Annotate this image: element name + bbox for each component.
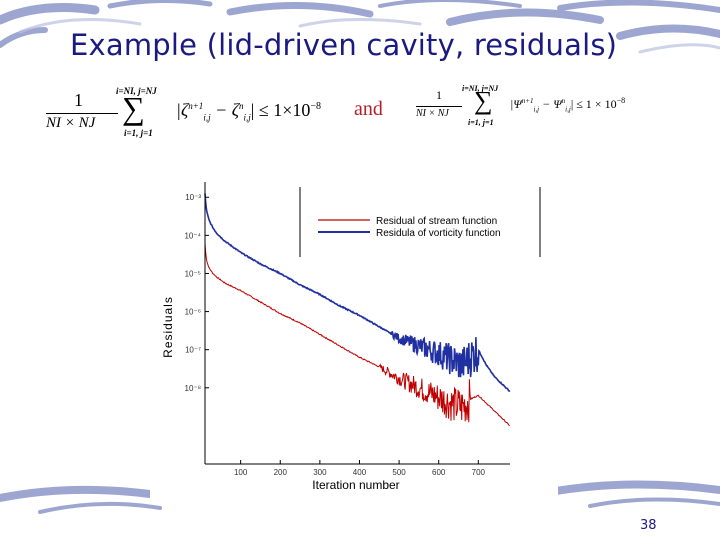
y-axis-label: Residuals bbox=[161, 296, 175, 358]
x-axis-label: Iteration number bbox=[312, 478, 399, 492]
exponent: −8 bbox=[310, 101, 322, 112]
x-tick-label: 400 bbox=[353, 468, 367, 477]
x-tick-label: 200 bbox=[274, 468, 288, 477]
prefactor-numerator: 1 bbox=[74, 90, 83, 110]
y-tick-label: 10⁻⁵ bbox=[185, 269, 201, 278]
minus-term: − Ψ bbox=[539, 97, 562, 111]
zeta-term: |ζ bbox=[176, 100, 189, 120]
exponent: −8 bbox=[616, 96, 626, 105]
page-number: 38 bbox=[640, 518, 657, 533]
prefactor-numerator: 1 bbox=[436, 88, 442, 102]
sup-n1: n+1 bbox=[521, 97, 534, 105]
y-tick-label: 10⁻⁴ bbox=[184, 231, 201, 240]
chart-background bbox=[150, 142, 558, 504]
sub-ij-2: i,j bbox=[243, 112, 251, 123]
sum-upper: i=NI, j=NJ bbox=[116, 86, 157, 96]
y-tick-label: 10⁻⁸ bbox=[185, 384, 202, 393]
sub-ij-2: i,j bbox=[565, 105, 571, 114]
legend-label-stream: Residual of stream function bbox=[376, 216, 497, 227]
psi-term: |Ψ bbox=[510, 97, 522, 111]
series-line-stream bbox=[204, 242, 510, 426]
y-tick-label: 10⁻³ bbox=[185, 193, 201, 202]
conjunction-text: and bbox=[354, 98, 383, 120]
sub-ij: i,j bbox=[533, 105, 540, 114]
sup-n1: n+1 bbox=[188, 101, 204, 111]
prefactor-denominator: NI × NJ bbox=[46, 115, 96, 131]
x-tick-label: 500 bbox=[392, 468, 406, 477]
rhs: | ≤ 1×10 bbox=[250, 100, 311, 120]
sum-lower: i=1, j=1 bbox=[468, 118, 494, 127]
equation-body: |Ψn+1i,j − Ψni,j| ≤ 1 × 10−8 bbox=[510, 96, 625, 113]
equation-psi: 1 NI × NJ i=NI, j=NJ ∑ i=1, j=1 |Ψn+1i,j… bbox=[414, 84, 674, 140]
x-tick-label: 100 bbox=[234, 468, 248, 477]
x-tick-label: 600 bbox=[432, 468, 446, 477]
minus-term: − ζ bbox=[210, 100, 240, 120]
sup-n: n bbox=[561, 97, 566, 105]
sum-upper: i=NI, j=NJ bbox=[462, 84, 499, 93]
sup-n: n bbox=[239, 101, 244, 111]
axes: 10⁻³ 10⁻⁴ 10⁻⁵ 10⁻⁶ 10⁻⁷ 10⁻⁸ 100 200 300 400 500 6… bbox=[184, 182, 510, 477]
fraction-bar bbox=[416, 106, 462, 107]
sigma-icon: ∑ bbox=[474, 86, 493, 115]
prefactor-denominator: NI × NJ bbox=[416, 108, 449, 119]
residuals-chart: 10⁻³ 10⁻⁴ 10⁻⁵ 10⁻⁶ 10⁻⁷ 10⁻⁸ 100 200 300 400 500 6… bbox=[150, 142, 558, 504]
x-tick-label: 300 bbox=[313, 468, 327, 477]
fraction-bar bbox=[46, 113, 118, 114]
series-layer bbox=[204, 193, 511, 426]
x-tick-label: 700 bbox=[472, 468, 486, 477]
legend-label-vorticity: Residula of vorticity function bbox=[376, 228, 501, 239]
series-line-vorticity bbox=[204, 193, 511, 393]
y-tick-label: 10⁻⁶ bbox=[185, 308, 201, 317]
sum-lower: i=1, j=1 bbox=[124, 128, 153, 138]
y-tick-label: 10⁻⁷ bbox=[185, 346, 201, 355]
slide-title: Example (lid-driven cavity, residuals) bbox=[70, 28, 618, 62]
sigma-icon: ∑ bbox=[122, 90, 145, 126]
legend: Residual of stream function Residula of … bbox=[299, 187, 541, 257]
sub-ij: i,j bbox=[203, 112, 211, 123]
equation-body: |ζn+1i,j − ζni,j| ≤ 1×10−8 bbox=[176, 100, 321, 123]
equation-zeta: 1 NI × NJ i=NI, j=NJ ∑ i=1, j=1 |ζn+1i,j… bbox=[44, 86, 344, 142]
rhs: | ≤ 1 × 10 bbox=[570, 97, 617, 111]
